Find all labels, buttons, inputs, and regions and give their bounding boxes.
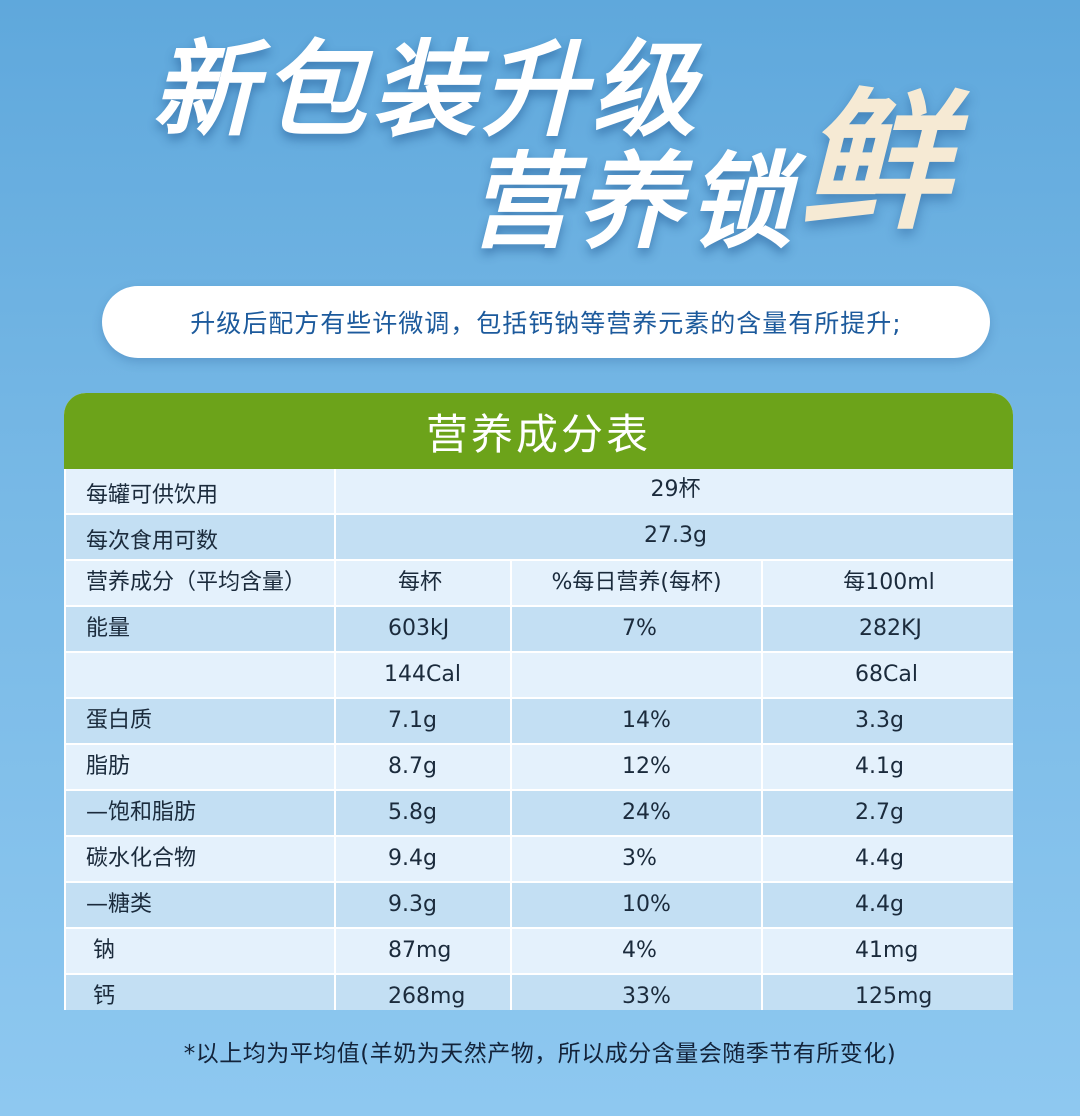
column-header: %每日营养(每杯)	[512, 561, 761, 605]
nutrient-name: 碳水化合物	[66, 837, 334, 881]
table-row: 碳水化合物 9.4g 3% 4.4g	[66, 837, 1013, 881]
per-cup-value: 268mg	[336, 975, 510, 1010]
table-row: 钠 87mg 4% 41mg	[66, 929, 1013, 973]
per-100ml-value: 68Cal	[763, 653, 1013, 697]
headline-line2: 营养锁	[468, 141, 799, 263]
nutrient-name: 蛋白质	[66, 699, 334, 743]
per-100ml-value: 3.3g	[763, 699, 1013, 743]
per-100ml-value: 2.7g	[763, 791, 1013, 835]
per-100ml-value: 4.4g	[763, 883, 1013, 927]
daily-percent-value: 14%	[512, 699, 761, 743]
daily-percent-value: 7%	[512, 607, 761, 651]
nutrient-name: 钠	[66, 929, 334, 973]
column-header: 每100ml	[763, 561, 1013, 605]
headline-line1: 新包装升级	[152, 29, 703, 151]
nutrient-name	[66, 653, 334, 697]
per-cup-value: 603kJ	[336, 607, 510, 651]
daily-percent-value: 3%	[512, 837, 761, 881]
per-cup-value: 9.4g	[336, 837, 510, 881]
per-cup-value: 9.3g	[336, 883, 510, 927]
nutrition-table-title: 营养成分表	[64, 393, 1013, 469]
table-row: 蛋白质 7.1g 14% 3.3g	[66, 699, 1013, 743]
nutrition-table: 每罐可供饮用 29杯 每次食用可数 27.3g 营养成分（平均含量） 每杯 %每…	[64, 467, 1013, 1010]
table-row-portion: 每次食用可数 27.3g	[66, 515, 1013, 559]
column-header: 营养成分（平均含量）	[66, 561, 334, 605]
headline-accent: 鲜	[800, 76, 951, 250]
table-row: —饱和脂肪 5.8g 24% 2.7g	[66, 791, 1013, 835]
table-row-servings: 每罐可供饮用 29杯	[66, 469, 1013, 513]
column-header: 每杯	[336, 561, 510, 605]
nutrient-name: —糖类	[66, 883, 334, 927]
table-row: 脂肪 8.7g 12% 4.1g	[66, 745, 1013, 789]
servings-value: 29杯	[336, 469, 1013, 513]
nutrient-name: 脂肪	[66, 745, 334, 789]
servings-label: 每罐可供饮用	[66, 469, 334, 513]
daily-percent-value: 33%	[512, 975, 761, 1010]
daily-percent-value: 12%	[512, 745, 761, 789]
portion-value: 27.3g	[336, 515, 1013, 559]
daily-percent-value	[512, 653, 761, 697]
per-100ml-value: 4.1g	[763, 745, 1013, 789]
per-100ml-value: 4.4g	[763, 837, 1013, 881]
daily-percent-value: 10%	[512, 883, 761, 927]
per-100ml-value: 125mg	[763, 975, 1013, 1010]
subtitle-text: 升级后配方有些许微调，包括钙钠等营养元素的含量有所提升;	[190, 309, 902, 338]
subtitle-pill: 升级后配方有些许微调，包括钙钠等营养元素的含量有所提升;	[102, 286, 990, 358]
per-100ml-value: 282KJ	[763, 607, 1013, 651]
table-row: 能量 603kJ 7% 282KJ	[66, 607, 1013, 651]
daily-percent-value: 4%	[512, 929, 761, 973]
per-100ml-value: 41mg	[763, 929, 1013, 973]
nutrient-name: 钙	[66, 975, 334, 1010]
table-row: 144Cal 68Cal	[66, 653, 1013, 697]
footnote: *以上均为平均值(羊奶为天然产物，所以成分含量会随季节有所变化)	[183, 1041, 897, 1067]
per-cup-value: 7.1g	[336, 699, 510, 743]
nutrition-table-card: 营养成分表 每罐可供饮用 29杯 每次食用可数 27.3g 营养成分（平均含量）…	[64, 393, 1013, 1010]
daily-percent-value: 24%	[512, 791, 761, 835]
nutrient-name: 能量	[66, 607, 334, 651]
table-row: —糖类 9.3g 10% 4.4g	[66, 883, 1013, 927]
per-cup-value: 5.8g	[336, 791, 510, 835]
per-cup-value: 144Cal	[336, 653, 510, 697]
per-cup-value: 8.7g	[336, 745, 510, 789]
nutrient-name: —饱和脂肪	[66, 791, 334, 835]
per-cup-value: 87mg	[336, 929, 510, 973]
table-header-row: 营养成分（平均含量） 每杯 %每日营养(每杯) 每100ml	[66, 561, 1013, 605]
table-row: 钙 268mg 33% 125mg	[66, 975, 1013, 1010]
portion-label: 每次食用可数	[66, 515, 334, 559]
